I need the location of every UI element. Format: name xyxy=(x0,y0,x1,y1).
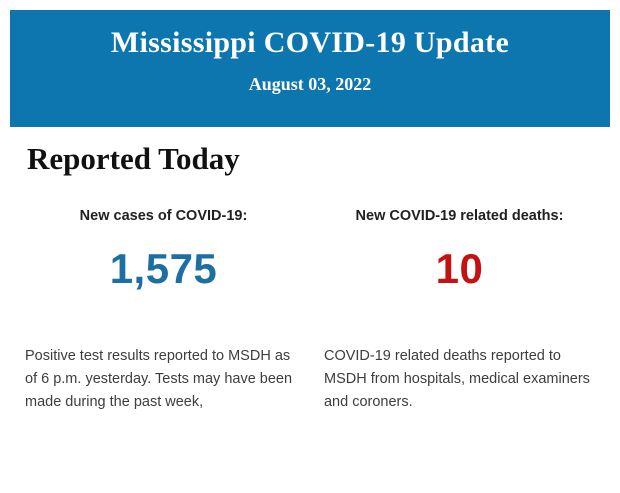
new-cases-description: Positive test results reported to MSDH a… xyxy=(25,348,293,410)
main-content: Reported Today New cases of COVID-19: 1,… xyxy=(0,141,620,414)
new-deaths-description: COVID-19 related deaths reported to MSDH… xyxy=(323,348,590,410)
banner: Mississippi COVID-19 Update August 03, 2… xyxy=(10,10,610,127)
new-cases-label: New cases of COVID-19: xyxy=(79,208,248,224)
new-deaths-value: 10 xyxy=(435,245,484,292)
new-deaths-label: New COVID-19 related deaths: xyxy=(355,208,564,224)
covid-update-page: Mississippi COVID-19 Update August 03, 2… xyxy=(0,10,620,414)
section-heading: Reported Today xyxy=(27,141,240,176)
banner-date: August 03, 2022 xyxy=(248,74,372,94)
new-cases-value: 1,575 xyxy=(109,245,218,292)
stats-row: New cases of COVID-19: 1,575 Positive te… xyxy=(25,207,595,414)
page-title: Mississippi COVID-19 Update xyxy=(110,26,510,59)
stat-new-deaths: New COVID-19 related deaths: 10 COVID-19… xyxy=(324,207,595,414)
stat-new-cases: New cases of COVID-19: 1,575 Positive te… xyxy=(25,207,302,414)
